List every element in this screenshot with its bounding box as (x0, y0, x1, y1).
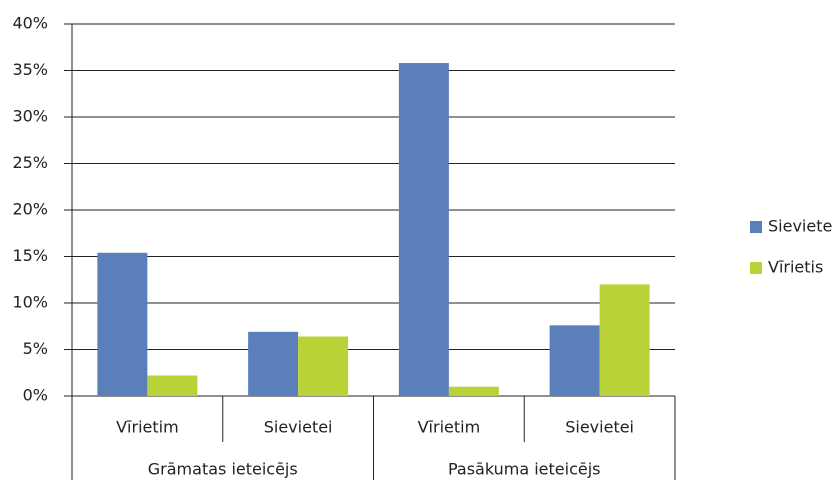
bar (599, 284, 650, 396)
bar (298, 336, 349, 396)
y-tick-label: 35% (12, 60, 48, 79)
x-tick-label: Sievietei (264, 418, 333, 437)
bar (549, 325, 600, 396)
y-tick-label: 25% (12, 153, 48, 172)
bar (147, 375, 198, 396)
group-label: Pasākuma ieteicējs (448, 460, 601, 479)
y-tick-label: 30% (12, 107, 48, 126)
y-tick-label: 0% (23, 386, 48, 405)
x-tick-label: Vīrietim (418, 418, 481, 437)
y-tick-label: 5% (23, 339, 48, 358)
legend-swatch (750, 221, 762, 233)
x-tick-label: Vīrietim (116, 418, 179, 437)
y-tick-label: 40% (12, 14, 48, 33)
legend-label: Sieviete (768, 217, 832, 236)
y-tick-label: 15% (12, 246, 48, 265)
bar (448, 386, 499, 396)
group-label: Grāmatas ieteicējs (148, 460, 298, 479)
y-tick-label: 10% (12, 293, 48, 312)
y-tick-label: 20% (12, 200, 48, 219)
legend-label: Vīrietis (768, 258, 823, 277)
bar (248, 331, 299, 396)
bar (398, 63, 449, 397)
bar (97, 252, 148, 396)
legend-swatch (750, 262, 762, 274)
x-tick-label: Sievietei (565, 418, 634, 437)
